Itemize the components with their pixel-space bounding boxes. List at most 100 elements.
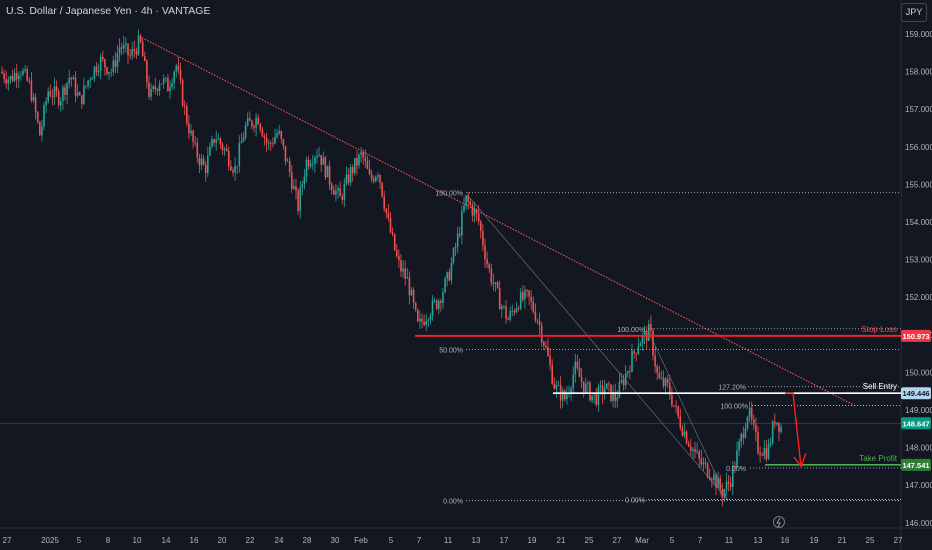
candle-body [769, 442, 772, 445]
candle-body [127, 43, 129, 56]
candle-body [171, 83, 173, 88]
candle-body [244, 125, 247, 138]
candle-body [200, 158, 203, 166]
candle-body [370, 174, 373, 179]
candle-body [230, 166, 232, 171]
candle-body [708, 476, 711, 480]
candle-body [459, 233, 461, 236]
candle-body [729, 483, 732, 487]
candle-body [97, 70, 100, 73]
candle-body [601, 385, 604, 395]
candle-body [641, 335, 644, 344]
candle-body [650, 324, 652, 331]
candle-body [435, 300, 438, 309]
candle-body [354, 157, 356, 174]
candle-body [396, 249, 398, 257]
candle-body [202, 158, 205, 165]
x-tick-label: 25 [866, 536, 875, 545]
candle-body [133, 49, 136, 52]
candle-body [131, 49, 133, 56]
candle-body [618, 381, 621, 398]
candle-body [282, 139, 285, 147]
last-price-tag-bg [901, 417, 931, 430]
candle-body [74, 77, 77, 96]
candle-body [173, 71, 175, 84]
candle-body [652, 330, 654, 356]
candle-body [316, 155, 318, 158]
candle-body [744, 428, 747, 438]
candle-body [580, 376, 583, 382]
candle-body [522, 292, 524, 300]
candle-body [687, 443, 690, 447]
candle-body [585, 383, 587, 393]
candle-body [734, 465, 736, 468]
candle-body [757, 432, 759, 453]
candle-body [444, 278, 446, 293]
fib-label: 50.00% [439, 347, 463, 354]
candle-body [438, 300, 440, 309]
x-tick-label: 27 [613, 536, 622, 545]
candle-body [51, 96, 54, 98]
candle-body [566, 394, 568, 400]
fib-label: 100.00% [617, 327, 645, 334]
candle-body [181, 80, 184, 106]
x-tick-label: 5 [670, 536, 675, 545]
candle-body [740, 433, 742, 442]
candle-body [276, 133, 278, 137]
x-tick-label: 24 [275, 536, 284, 545]
candle-body [274, 136, 276, 144]
candle-body [505, 306, 507, 319]
candle-body [328, 165, 331, 185]
candle-body [696, 451, 698, 453]
candle-body [742, 433, 745, 438]
candle-body [43, 105, 45, 127]
candle-body [624, 373, 627, 386]
candle-body [498, 287, 501, 310]
fib-label: 0.00% [625, 497, 645, 504]
candle-body [55, 86, 58, 92]
candle-body [3, 73, 5, 80]
candle-body [427, 320, 430, 322]
candle-body [99, 56, 102, 71]
candle-body [414, 302, 417, 310]
candle-body [165, 77, 167, 79]
candle-body [412, 289, 415, 303]
candle-body [761, 454, 763, 456]
candle-body [398, 256, 400, 261]
candle-body [456, 233, 459, 247]
candle-body [704, 462, 707, 464]
candle-body [186, 106, 188, 124]
candle-body [372, 178, 375, 182]
candle-body [318, 155, 320, 156]
candle-body [750, 407, 753, 420]
candle-body [421, 318, 423, 322]
x-tick-label: 16 [781, 536, 790, 545]
candle-body [286, 161, 289, 162]
candle-body [639, 343, 642, 347]
candle-body [746, 416, 749, 429]
x-tick-label: 19 [810, 536, 819, 545]
candle-body [599, 385, 602, 387]
candle-body [673, 405, 675, 407]
candle-body [631, 351, 633, 372]
candle-body [545, 345, 547, 348]
candle-body [557, 384, 560, 386]
candle-body [120, 47, 123, 49]
candle-body [765, 448, 768, 459]
candle-body [578, 367, 581, 377]
candle-body [326, 165, 329, 178]
candle-body [232, 170, 234, 173]
x-tick-label: 28 [303, 536, 312, 545]
candle-body [62, 87, 64, 101]
candle-body [175, 65, 178, 72]
candle-body [753, 419, 755, 425]
x-tick-label: 10 [133, 536, 142, 545]
candle-body [465, 195, 467, 206]
candle-body [301, 184, 304, 188]
candle-body [423, 321, 425, 325]
take-profit-label: Take Profit [859, 454, 898, 463]
x-tick-label: Mar [635, 536, 649, 545]
candle-body [141, 41, 144, 57]
candle-body [13, 72, 16, 81]
